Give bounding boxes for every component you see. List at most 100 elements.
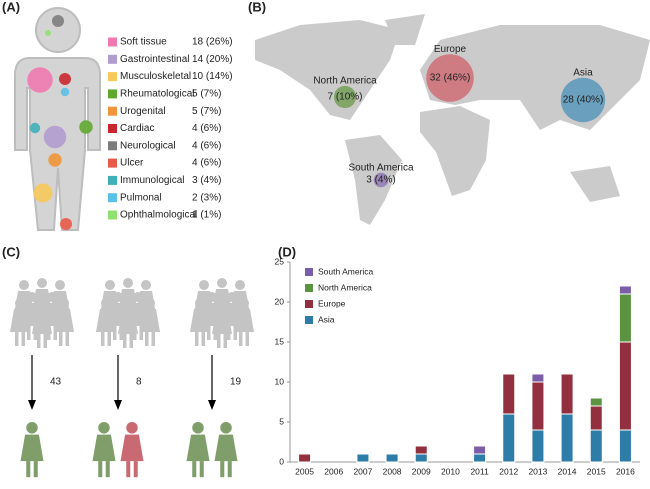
dress <box>20 434 44 462</box>
region-value: 7 (10%) <box>327 92 362 103</box>
leg <box>207 326 211 340</box>
head <box>227 292 237 302</box>
site-circle <box>27 67 53 93</box>
y-tick-label: 5 <box>279 416 284 426</box>
legend-label: Ophthalmological <box>120 210 197 221</box>
world-map <box>255 14 650 225</box>
bar-segment <box>618 341 632 431</box>
head <box>37 278 47 288</box>
leg <box>101 332 105 346</box>
bar-segment <box>589 397 603 407</box>
legend-swatch <box>108 210 117 220</box>
bar-segment <box>414 453 428 463</box>
legend-label: Neurological <box>120 140 176 151</box>
dress <box>32 311 52 334</box>
region-name: South America <box>348 162 413 173</box>
y-tick-label: 0 <box>279 456 284 466</box>
person <box>190 298 210 346</box>
dress <box>118 311 138 334</box>
person <box>120 422 144 478</box>
legend-label: Cardiac <box>120 123 154 134</box>
dress <box>92 434 116 462</box>
head <box>141 280 151 290</box>
body <box>14 7 101 231</box>
leg <box>133 461 138 478</box>
x-tick-label: 2007 <box>353 466 372 476</box>
x-tick-label: 2015 <box>587 466 606 476</box>
site-circle <box>43 125 67 149</box>
bar-segment <box>531 429 545 463</box>
head <box>145 298 155 308</box>
person <box>140 298 160 346</box>
leg <box>220 461 225 478</box>
bar-segment <box>414 445 428 455</box>
bar-segment <box>531 381 545 431</box>
x-tick-label: 2013 <box>528 466 547 476</box>
leg <box>21 332 25 346</box>
bar-segment <box>298 453 312 463</box>
leg <box>123 334 127 348</box>
region-bubble <box>560 77 606 123</box>
x-tick-label: 2009 <box>412 466 431 476</box>
site-circle <box>48 153 62 167</box>
head <box>123 300 133 310</box>
bar-segment <box>385 453 399 463</box>
bar-segment <box>618 293 632 343</box>
legend-swatch <box>108 141 117 151</box>
legend-label: North America <box>318 282 372 292</box>
legend-label: Asia <box>318 314 335 324</box>
legend-label: Immunological <box>120 175 184 186</box>
site-circle <box>33 183 53 203</box>
leg <box>113 326 117 340</box>
dress <box>140 309 160 332</box>
count-label: 8 <box>136 377 142 388</box>
legend-label: Musculoskeletal <box>120 71 191 82</box>
site-circle <box>79 120 93 134</box>
leg <box>239 332 243 346</box>
leg <box>26 461 31 478</box>
legend-value: 5 (7%) <box>192 89 221 100</box>
legend-label: Soft tissue <box>120 37 167 48</box>
legend-label: Rheumatological <box>120 89 195 100</box>
site-circle <box>52 15 64 27</box>
person <box>92 422 116 478</box>
legend-value: 4 (6%) <box>192 140 221 151</box>
leg <box>151 332 155 346</box>
legend-label: Europe <box>318 298 346 308</box>
leg <box>195 332 199 346</box>
leg <box>27 326 31 340</box>
region-name: Asia <box>573 67 593 78</box>
leg <box>145 332 149 346</box>
head <box>27 292 37 302</box>
site-circle <box>60 218 72 230</box>
bar-segment <box>531 373 545 383</box>
leg <box>233 326 237 340</box>
site-circle <box>60 87 70 97</box>
head <box>113 292 123 302</box>
bar-segment <box>473 453 487 463</box>
head <box>123 278 133 288</box>
dress <box>234 309 254 332</box>
person <box>96 298 116 346</box>
leg <box>98 461 103 478</box>
legend-value: 2 (3%) <box>192 192 221 203</box>
legend-swatch <box>108 193 117 203</box>
legend-swatch <box>108 54 117 64</box>
region-value: 28 (40%) <box>563 95 604 106</box>
leg <box>129 334 133 348</box>
legend-value: 1 (1%) <box>192 210 221 221</box>
dress <box>212 311 232 334</box>
panel-label: (B) <box>248 0 266 14</box>
head <box>126 422 138 434</box>
bar-segment <box>356 453 370 463</box>
person <box>234 298 254 346</box>
arrow-head <box>114 400 122 410</box>
head <box>37 300 47 310</box>
legend-swatch <box>108 175 117 185</box>
x-tick-label: 2012 <box>499 466 518 476</box>
y-tick-label: 20 <box>275 296 285 306</box>
legend-value: 3 (4%) <box>192 175 221 186</box>
dress <box>186 434 210 462</box>
legend-value: 14 (20%) <box>192 54 233 65</box>
